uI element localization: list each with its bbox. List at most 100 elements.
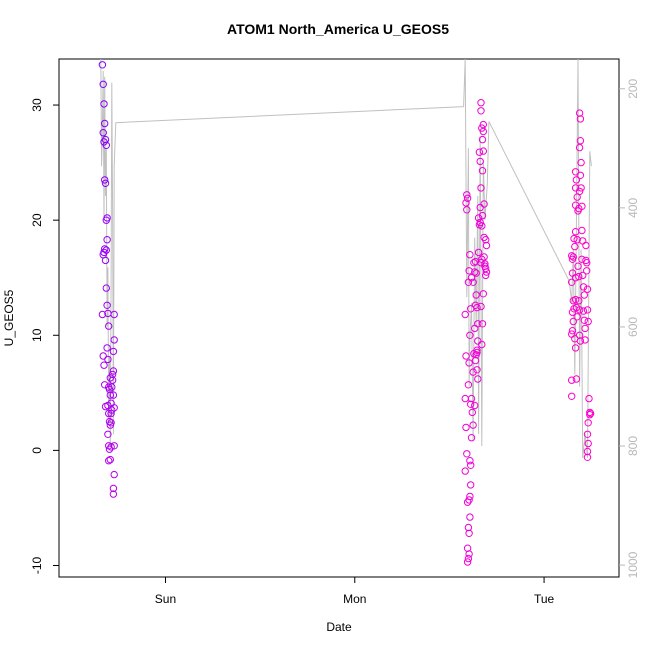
data-point — [580, 316, 588, 324]
y2-tick-label: 200 — [626, 78, 640, 98]
series-flight-3 — [568, 109, 595, 461]
data-point — [462, 423, 470, 432]
data-point — [106, 455, 115, 464]
data-point — [482, 241, 491, 250]
data-point — [464, 523, 473, 532]
data-point — [478, 320, 487, 328]
data-point — [474, 320, 482, 328]
data-point — [572, 375, 581, 383]
data-point — [466, 492, 474, 501]
data-point — [473, 366, 481, 374]
data-point — [480, 200, 488, 208]
data-point — [463, 191, 471, 199]
data-point — [471, 356, 480, 365]
data-point — [478, 222, 486, 230]
data-point — [571, 274, 580, 282]
data-point — [473, 346, 481, 354]
data-point — [586, 408, 594, 417]
data-point — [477, 107, 485, 115]
data-point — [572, 176, 581, 184]
data-point — [105, 417, 114, 426]
data-point — [104, 430, 112, 438]
data-point — [481, 260, 489, 268]
data-point — [463, 206, 471, 214]
data-point — [586, 411, 594, 419]
data-point — [461, 394, 469, 403]
data-point — [465, 359, 473, 367]
y-tick-label: -10 — [30, 556, 44, 574]
data-point — [582, 241, 590, 250]
data-point — [570, 234, 578, 243]
data-point — [478, 124, 486, 132]
data-point — [107, 419, 115, 427]
data-point — [101, 179, 110, 188]
y2-tick-label: 600 — [626, 317, 640, 337]
data-point — [105, 322, 113, 330]
data-point — [583, 285, 592, 293]
y-tick-label: 10 — [30, 328, 44, 342]
data-point — [581, 324, 589, 333]
data-point — [479, 290, 487, 298]
data-point — [105, 385, 114, 394]
y-tick-label: 30 — [30, 98, 44, 112]
data-point — [465, 496, 473, 504]
y2-tick-label: 400 — [626, 198, 640, 218]
data-point — [107, 409, 115, 418]
data-point — [106, 391, 115, 399]
data-point — [471, 268, 479, 276]
data-point — [105, 445, 114, 453]
data-point — [478, 135, 487, 144]
y2-tick-label: 1000 — [626, 551, 640, 578]
data-point — [480, 253, 488, 261]
data-point — [478, 167, 487, 175]
series-flight-2 — [461, 99, 491, 566]
data-point — [586, 409, 595, 418]
data-point — [469, 421, 477, 429]
data-point — [477, 99, 485, 107]
pressure-line — [100, 58, 592, 458]
data-point — [108, 376, 117, 384]
data-point — [571, 242, 579, 251]
data-point — [474, 248, 483, 257]
data-point — [473, 348, 481, 357]
data-point — [584, 439, 592, 448]
data-point — [463, 450, 471, 458]
data-point — [476, 157, 484, 166]
data-point — [474, 375, 482, 383]
data-point — [478, 340, 486, 349]
data-point — [479, 127, 487, 136]
data-point — [575, 143, 584, 152]
data-point — [101, 245, 109, 253]
data-point — [100, 361, 108, 369]
data-point — [472, 291, 480, 299]
data-point — [103, 214, 111, 222]
data-point — [109, 367, 118, 375]
data-point — [476, 218, 484, 227]
data-point — [466, 513, 474, 521]
data-point — [569, 317, 577, 326]
data-point — [576, 115, 585, 123]
data-point — [583, 447, 592, 456]
data-point — [568, 327, 577, 335]
data-point — [109, 347, 118, 356]
data-point — [469, 368, 477, 376]
x-axis-label: Date — [326, 620, 352, 634]
data-point — [110, 442, 118, 450]
data-point — [578, 255, 586, 263]
data-point — [99, 80, 107, 89]
data-point — [581, 336, 589, 344]
data-point — [461, 467, 469, 475]
data-point — [473, 303, 481, 312]
y2-tick-label: 800 — [626, 436, 640, 456]
data-point — [101, 256, 110, 265]
data-point — [571, 344, 580, 352]
data-point — [99, 129, 107, 137]
data-point — [467, 400, 475, 408]
data-point — [109, 484, 118, 493]
data-point — [584, 419, 592, 427]
data-point — [101, 381, 109, 389]
data-point — [108, 383, 116, 391]
y-tick-label: 20 — [30, 213, 44, 227]
data-point — [568, 392, 576, 400]
